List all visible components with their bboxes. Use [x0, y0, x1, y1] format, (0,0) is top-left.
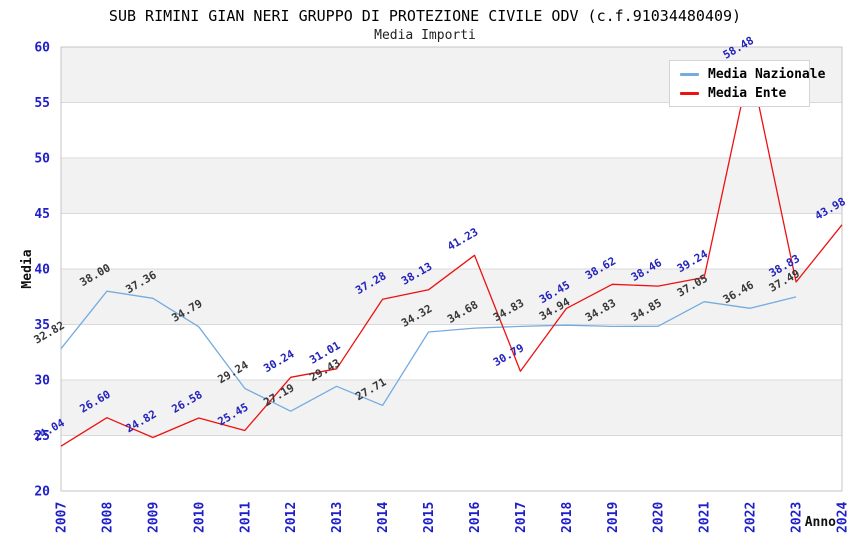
legend-swatch-icon	[680, 91, 699, 95]
x-tick-label: 2021	[698, 502, 713, 533]
x-tick-label: 2015	[422, 502, 437, 533]
x-tick-label: 2008	[100, 502, 115, 533]
chart-title: SUB RIMINI GIAN NERI GRUPPO DI PROTEZION…	[108, 7, 742, 25]
y-tick-label: 25	[34, 429, 50, 444]
x-tick-label: 2010	[192, 502, 207, 533]
y-tick-label: 45	[34, 207, 50, 222]
x-axis-title: Anno	[804, 515, 836, 530]
chart-line-media-ente	[60, 63, 843, 447]
x-tick-label: 2017	[514, 502, 529, 533]
y-tick-label: 50	[34, 152, 50, 167]
x-tick-label: 2007	[55, 502, 70, 533]
y-tick-label: 30	[34, 374, 50, 389]
y-tick-label: 60	[34, 41, 50, 56]
x-tick-label: 2022	[744, 502, 759, 533]
x-tick-label: 2020	[652, 502, 667, 533]
data-label: 30.24	[261, 347, 297, 375]
x-tick-label: 2012	[284, 502, 299, 533]
x-tick-label: 2013	[330, 502, 345, 533]
legend: Media Nazionale Media Ente	[669, 60, 825, 107]
plot-border	[60, 46, 843, 492]
plot-band	[61, 269, 842, 325]
x-tick-label: 2024	[836, 502, 850, 533]
legend-swatch-icon	[680, 72, 699, 76]
x-tick-label: 2009	[146, 502, 161, 533]
legend-label: Media Nazionale	[708, 66, 826, 82]
plot-band	[61, 380, 842, 436]
data-label: 30.79	[491, 341, 526, 369]
legend-item-media-ente: Media Ente	[680, 85, 805, 101]
y-tick-label: 40	[34, 263, 50, 278]
x-tick-label: 2023	[790, 502, 805, 533]
y-tick-label: 55	[34, 96, 50, 111]
chart-subtitle: Media Importi	[374, 28, 476, 43]
x-tick-label: 2016	[468, 502, 483, 533]
legend-item-media-nazionale: Media Nazionale	[680, 67, 825, 82]
legend-label: Media Ente	[708, 85, 787, 101]
chart-line-media-nazionale	[60, 290, 797, 412]
y-tick-label: 20	[34, 485, 50, 500]
plot-band	[61, 158, 842, 214]
y-tick-label: 35	[34, 318, 50, 333]
x-tick-label: 2018	[560, 502, 575, 533]
x-tick-label: 2014	[376, 502, 391, 533]
x-tick-label: 2011	[238, 502, 253, 533]
x-tick-label: 2019	[606, 502, 621, 533]
data-label: 41.23	[445, 225, 480, 253]
